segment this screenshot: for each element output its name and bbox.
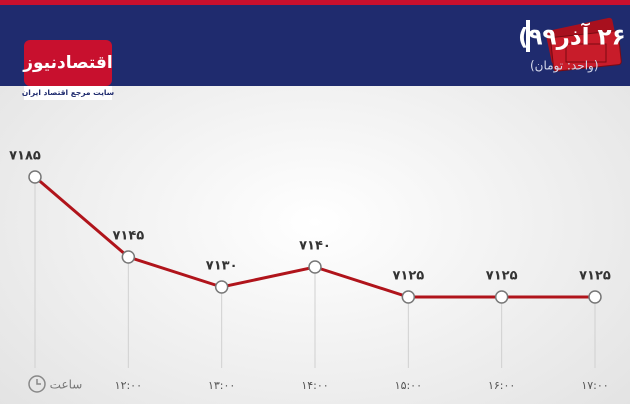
- chart-title: روند بهای درهم (چهارشنبه ۲۶ آذر۹۹): [518, 22, 630, 51]
- point: [588, 290, 602, 304]
- chart-subtitle: (واحد: تومان): [530, 59, 599, 74]
- money-icon: [545, 17, 622, 72]
- x-tick-label: ۱۵:۰۰: [395, 379, 422, 392]
- x-tick-label: ۱۷:۰۰: [581, 379, 608, 392]
- data-label: ۷۱۳۰: [206, 259, 238, 274]
- logo-tagline-box: [24, 86, 112, 100]
- point: [401, 290, 416, 304]
- data-label: ۷۱۴۰: [299, 239, 331, 254]
- point: [28, 170, 42, 184]
- x-tick-label: ۱۲:۰۰: [115, 379, 142, 392]
- data-label: ۷۱۲۵: [579, 269, 611, 284]
- point: [121, 250, 136, 264]
- title-bar: [526, 20, 530, 52]
- logo: اقتصادنیوز: [22, 53, 113, 73]
- clock-icon: [28, 375, 46, 393]
- logo-box: [24, 40, 112, 86]
- point: [214, 280, 229, 294]
- x-tick-label: ۱۴:۰۰: [301, 379, 328, 392]
- data-label: ۷۱۴۵: [112, 229, 144, 244]
- data-label: ۷۱۸۵: [9, 149, 41, 164]
- logo-tagline: سایت مرجع اقتصاد ایران: [22, 88, 114, 97]
- point: [308, 260, 322, 274]
- x-axis-label: ساعت: [50, 378, 83, 392]
- data-label: ۷۱۲۵: [486, 269, 518, 284]
- x-tick-label: ۱۳:۰۰: [208, 379, 235, 392]
- point: [494, 290, 509, 304]
- x-tick-label: ۱۶:۰۰: [488, 379, 515, 392]
- header-stripe: [0, 0, 630, 5]
- data-label: ۷۱۲۵: [392, 269, 424, 284]
